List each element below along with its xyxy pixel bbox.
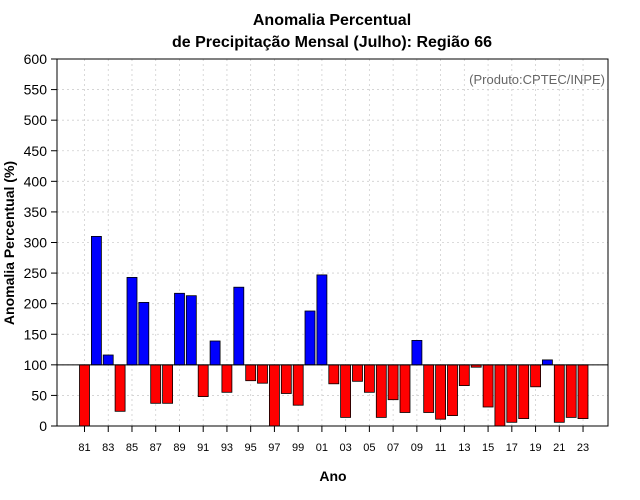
y-tick-label: 600 — [24, 51, 48, 67]
x-axis: 81 83 85 87 89 91 93 95 97 99 01 03 05 07 09 11 13 15 17 19… — [78, 426, 589, 454]
x-tick-label: 03 — [340, 442, 352, 454]
bar-2004 — [352, 364, 363, 382]
bar-1986 — [138, 301, 150, 366]
x-tick-label: 91 — [197, 442, 209, 454]
x-tick-label: 89 — [173, 442, 185, 454]
chart-title-line1: Anomalia Percentual — [253, 12, 411, 29]
bar-1993 — [221, 364, 233, 393]
bar-2021 — [553, 364, 565, 423]
bar-2018 — [518, 364, 530, 419]
bar-2020 — [542, 359, 553, 366]
x-tick-label: 21 — [553, 442, 565, 454]
bar-1982 — [91, 235, 102, 366]
x-tick-label: 13 — [458, 442, 470, 454]
bar-1995 — [245, 364, 257, 382]
bar-1997 — [268, 364, 280, 427]
x-tick-label: 05 — [363, 442, 375, 454]
x-tick-label: 09 — [411, 442, 423, 454]
bar-2016 — [494, 364, 506, 427]
x-tick-label: 97 — [268, 442, 280, 454]
bar-1999 — [292, 364, 304, 406]
y-tick-label: 400 — [24, 173, 48, 189]
bar-1985 — [126, 276, 138, 366]
x-tick-label: 99 — [292, 442, 304, 454]
y-axis-label: Anomalia Percentual (%) — [1, 161, 17, 325]
bar-2009 — [411, 339, 423, 366]
x-tick-label: 15 — [482, 442, 494, 454]
bar-2005 — [363, 364, 375, 393]
bar-1992 — [209, 340, 221, 366]
bar-2006 — [375, 364, 387, 418]
bar-2007 — [387, 364, 399, 401]
bar-1990 — [185, 295, 197, 366]
chart-title-line2: de Precipitação Mensal (Julho): Região 6… — [172, 34, 492, 51]
bar-2023 — [577, 364, 589, 419]
x-tick-label: 11 — [435, 442, 446, 454]
y-tick-label: 100 — [24, 357, 48, 373]
bar-1996 — [257, 364, 268, 384]
bar-2019 — [530, 364, 541, 388]
y-tick-label: 150 — [24, 326, 48, 342]
y-tick-label: 500 — [24, 112, 48, 128]
x-tick-label: 93 — [221, 442, 233, 454]
x-tick-label: 83 — [102, 442, 114, 454]
bar-1984 — [114, 364, 126, 412]
bars — [79, 235, 589, 427]
bar-2012 — [447, 364, 458, 416]
bar-2017 — [506, 364, 518, 423]
bar-1998 — [280, 364, 292, 394]
bar-2010 — [423, 364, 435, 413]
y-tick-label: 200 — [24, 296, 48, 312]
x-axis-label: Ano — [319, 468, 346, 484]
bar-2015 — [482, 364, 494, 408]
bar-2011 — [435, 364, 447, 420]
y-axis: 0 50 100 150 200 250 300 350 400 450 500 550 600 — [24, 51, 57, 434]
y-tick-label: 450 — [24, 143, 48, 159]
bar-2000 — [304, 310, 316, 366]
x-tick-label: 23 — [577, 442, 589, 454]
bar-1994 — [233, 286, 245, 366]
y-tick-label: 300 — [24, 235, 48, 251]
bar-1987 — [150, 364, 162, 404]
x-tick-label: 17 — [506, 442, 518, 454]
bar-2013 — [458, 364, 470, 386]
x-tick-label: 85 — [126, 442, 138, 454]
x-tick-label: 87 — [150, 442, 162, 454]
x-tick-label: 81 — [78, 442, 90, 454]
x-tick-label: 95 — [245, 442, 257, 454]
bar-1988 — [162, 364, 174, 404]
y-tick-label: 350 — [24, 204, 48, 220]
bar-2003 — [340, 364, 352, 418]
bar-2008 — [399, 364, 411, 413]
bar-2002 — [328, 364, 340, 385]
x-tick-label: 01 — [316, 442, 328, 454]
bar-1981 — [79, 364, 90, 427]
bar-1983 — [102, 354, 114, 366]
x-tick-label: 19 — [529, 442, 541, 454]
y-tick-label: 250 — [24, 265, 48, 281]
x-tick-label: 07 — [387, 442, 399, 454]
credit-text: (Produto:CPTEC/INPE) — [469, 72, 605, 87]
bar-2001 — [316, 274, 328, 366]
bar-1991 — [197, 364, 209, 397]
y-tick-label: 0 — [39, 418, 47, 434]
bar-1989 — [174, 292, 185, 366]
bar-2022 — [565, 364, 577, 418]
y-tick-label: 50 — [31, 387, 47, 403]
y-tick-label: 550 — [24, 82, 48, 98]
